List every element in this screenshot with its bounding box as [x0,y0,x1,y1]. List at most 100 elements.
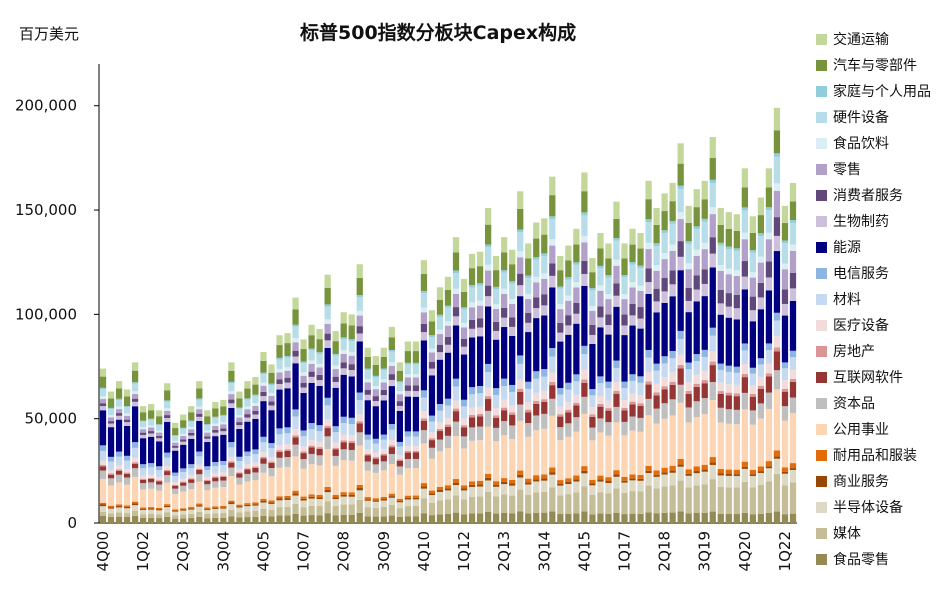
bar-segment [115,388,123,399]
bar-segment [292,326,299,339]
bar-segment [340,323,347,338]
bar-segment [140,517,147,523]
bar-segment [525,299,532,313]
bar-segment [749,476,756,488]
bar-segment [236,417,243,423]
bar-segment [284,333,291,344]
bar-segment [581,413,588,467]
bar-segment [196,464,203,469]
bar-segment [404,362,412,365]
bar-segment [292,437,299,445]
bar-segment [621,407,628,411]
bar-segment [573,262,580,265]
bar-segment [645,293,652,350]
bar-segment [188,475,195,479]
bar-segment [557,440,564,481]
bar-segment [396,516,403,523]
bar-segment [781,368,789,381]
bar-segment [268,395,275,402]
bar-segment [677,384,684,403]
bar-segment [212,423,219,426]
bar-segment [260,382,267,386]
bar-segment [468,253,476,269]
bar-segment [533,479,540,482]
bar-segment [131,398,139,402]
bar-segment [148,463,155,468]
bar-segment [525,436,532,479]
bar-segment [123,473,131,478]
bar-segment [292,435,299,438]
bar-segment [509,335,516,385]
bar-segment [573,244,580,263]
bar-segment [549,487,556,512]
bar-segment [188,438,195,465]
bar-segment [476,486,484,497]
bar-segment [268,405,275,411]
bar-segment [412,364,420,375]
bar-segment [621,492,628,515]
bar-segment [589,389,596,396]
bar-segment [533,257,540,260]
bar-segment [412,450,420,453]
bar-segment [741,187,748,208]
bar-segment [452,435,460,480]
bar-segment [557,332,564,342]
bar-segment [749,474,756,477]
bar-segment [501,512,508,523]
bar-segment [172,440,179,443]
bar-segment [629,393,636,402]
bar-segment [549,348,556,357]
bar-segment [701,199,708,219]
bar-segment [300,498,307,501]
bar-segment [420,418,428,421]
bar-segment [396,446,403,455]
bar-segment [701,296,708,350]
bar-segment [420,274,428,291]
bar-segment [773,251,781,313]
bar-segment [653,395,660,409]
bar-segment [541,273,548,279]
bar-segment [533,308,540,319]
bar-segment [148,474,155,478]
bar-segment [444,499,452,515]
bar-segment [661,291,668,303]
bar-segment [781,223,789,241]
bar-segment [420,307,428,313]
bar-segment [172,428,179,436]
bar-segment [468,407,476,415]
bar-segment [452,485,460,496]
bar-segment [645,485,652,513]
bar-segment [460,399,468,407]
bar-segment [380,347,387,357]
bar-segment [677,354,684,366]
bar-segment [789,413,797,464]
bar-segment [597,265,604,269]
bar-segment [741,373,748,378]
bar-segment [444,448,452,486]
bar-segment [597,403,604,407]
bar-segment [107,456,115,462]
bar-segment [372,364,379,376]
bar-segment [388,447,395,454]
bar-segment [316,455,323,466]
bar-segment [332,506,339,516]
bar-segment [388,439,395,446]
bar-segment [196,505,203,507]
bar-segment [156,480,163,482]
bar-segment [292,350,299,357]
bar-segment [781,388,789,392]
bar-segment [444,276,452,290]
bar-segment [581,369,588,380]
bar-segment [781,263,789,270]
bar-segment [637,318,644,329]
bar-segment [709,511,716,523]
bar-segment [164,512,171,517]
bar-segment [268,503,275,510]
bar-segment [220,487,227,506]
bar-segment [180,482,187,486]
bar-segment [749,296,756,311]
bar-segment [525,494,532,514]
bar-segment [372,500,379,502]
bar-segment [252,414,259,419]
bar-segment [396,405,403,411]
